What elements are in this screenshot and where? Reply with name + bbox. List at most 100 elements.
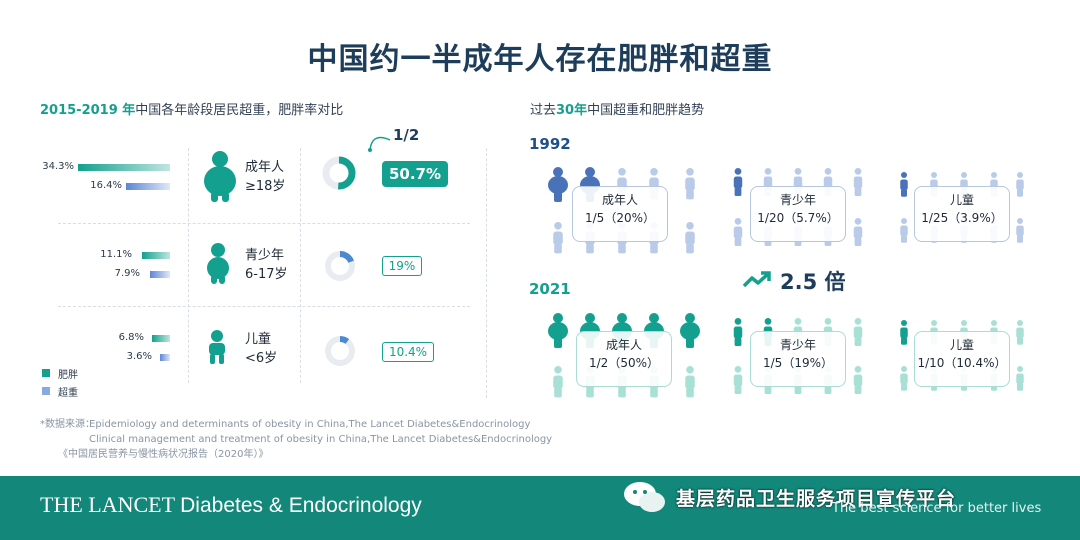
watermark-text: 基层药品卫生服务项目宣传平台 [676,488,957,510]
person-icon [1016,320,1024,345]
year-2021: 2021 [529,280,571,298]
group-age-adult: ≥18岁 [245,179,286,194]
box-1992-adult-ratio: 1/5（20%） [585,211,655,225]
column-divider [300,148,301,383]
group-age-child: <6岁 [245,351,278,366]
overweight-bar-child [160,354,170,361]
obesity-pct-teen: 11.1% [100,249,132,260]
obesity-bar-teen [142,252,170,259]
group-age-teen: 6-17岁 [245,267,288,282]
box-2021-adult-name: 成年人 [605,338,642,352]
sources-label: *数据来源： [40,419,95,430]
box-1992-child-name: 儿童 [949,193,974,207]
group-name-teen: 青少年 [245,248,285,263]
rate-donut-teen [325,251,355,281]
group-name-adult: 成年人 [245,160,285,175]
source-3: 《中国居民营养与慢性病状况报告（2020年）》 [58,449,269,460]
person-icon [685,168,695,200]
overweight-pct-child: 3.6% [126,351,152,362]
left-subtitle: 2015-2019 年中国各年龄段居民超重，肥胖率对比 [40,99,343,118]
group-label-adult: 成年人 ≥18岁 [245,158,285,196]
column-divider [188,148,189,383]
box-2021-child-name: 儿童 [949,338,974,352]
box-2021-teen-ratio: 1/5（19%） [763,356,833,370]
adult-figure-icon [204,151,236,202]
rate-badge-child: 10.4% [382,342,434,362]
obesity-bar-child [152,335,170,342]
person-icon [900,172,908,197]
box-1992-teen-name: 青少年 [779,193,816,207]
rate-donut-adult [322,156,356,190]
person-icon [1016,366,1024,391]
journal-logo: THE LANCET Diabetes & Endocrinology [40,492,422,518]
row-divider [58,223,470,224]
right-subtitle-years: 30年 [556,103,588,118]
box-1992-teen: 青少年 1/20（5.7%） [750,186,846,242]
section-divider [486,148,487,398]
group-name-child: 儿童 [245,332,272,347]
overweight-pct-teen: 7.9% [114,268,140,279]
legend-overweight-label: 超重 [58,388,78,399]
half-annotation: 1/2 [393,126,420,144]
group-label-teen: 青少年 6-17岁 [245,246,288,284]
obesity-bar-adult [78,164,170,171]
person-icon [853,168,863,197]
group-label-child: 儿童 <6岁 [245,330,277,368]
box-2021-teen: 青少年 1/5（19%） [750,331,846,387]
box-1992-adult-name: 成年人 [601,193,638,207]
overweight-bar-adult [126,183,170,190]
legend-obesity-swatch [42,369,50,377]
overweight-pct-adult: 16.4% [90,180,122,191]
box-1992-adult: 成年人 1/5（20%） [572,186,668,242]
box-2021-child: 儿童 1/10（10.4%） [914,331,1010,387]
child-figure-icon [209,330,225,364]
person-icon [1016,218,1024,243]
journal-name: THE LANCET [40,492,175,517]
legend-overweight-swatch [42,387,50,395]
left-subtitle-text: 中国各年龄段居民超重，肥胖率对比 [135,103,344,118]
person-icon [733,168,743,197]
source-2: Clinical management and treatment of obe… [89,434,553,445]
person-icon [900,218,908,243]
person-icon [1016,172,1024,197]
rate-donut-child [325,336,355,366]
right-subtitle: 过去30年中国超重和肥胖趋势 [530,99,704,118]
teen-figure-icon [207,243,229,284]
journal-subname: Diabetes & Endocrinology [180,494,422,517]
growth-label: 2.5 倍 [780,270,846,294]
person-icon [853,366,863,395]
person-icon [685,222,695,254]
trend-up-icon [742,271,771,288]
box-2021-adult: 成年人 1/2（50%） [576,331,672,387]
rate-badge-adult: 50.7% [382,161,448,187]
footer-bar [0,476,1080,540]
legend-obesity-label: 肥胖 [58,370,78,381]
overweight-person-icon [548,167,568,202]
person-icon [900,320,908,345]
right-subtitle-post: 中国超重和肥胖趋势 [587,103,705,118]
person-icon [733,318,743,347]
right-subtitle-pre: 过去 [530,103,557,118]
year-1992: 1992 [529,135,571,153]
box-2021-adult-ratio: 1/2（50%） [589,356,659,370]
person-icon [685,366,695,398]
person-icon [853,218,863,247]
left-subtitle-year: 2015-2019 年 [40,103,136,118]
overweight-bar-teen [150,271,170,278]
box-1992-child-ratio: 1/25（3.9%） [921,211,1003,225]
person-icon [553,366,563,398]
box-2021-teen-name: 青少年 [779,338,816,352]
source-1: Epidemiology and determinants of obesity… [89,419,531,430]
box-1992-teen-ratio: 1/20（5.7%） [757,211,839,225]
rate-badge-teen: 19% [382,256,422,276]
obesity-pct-child: 6.8% [118,332,144,343]
overweight-person-icon [680,313,700,348]
annotation-curve-icon [368,136,391,152]
box-2021-child-ratio: 1/10（10.4%） [917,356,1007,370]
wechat-icon [624,482,665,512]
person-icon [733,218,743,247]
obesity-pct-adult: 34.3% [42,161,74,172]
overweight-person-icon [548,313,568,348]
box-1992-child: 儿童 1/25（3.9%） [914,186,1010,242]
tagline: The best science for better lives [832,501,1042,516]
